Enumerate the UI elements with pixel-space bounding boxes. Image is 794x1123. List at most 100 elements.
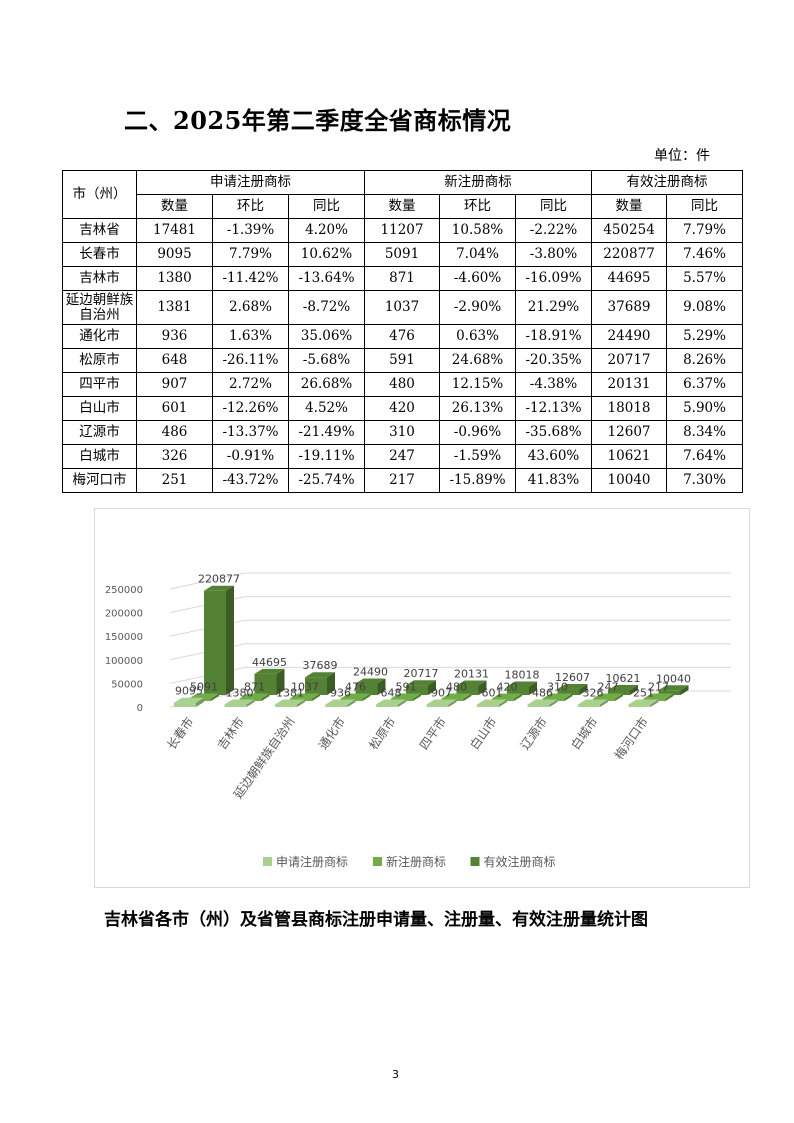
value-cell: -21.49% [289, 421, 365, 445]
bar-front [225, 705, 247, 708]
y-tick-label: 250000 [105, 585, 143, 596]
data-label: 24490 [353, 665, 388, 678]
value-cell: 26.68% [289, 373, 365, 397]
value-cell: 871 [365, 267, 440, 291]
value-cell: 9.08% [667, 291, 743, 325]
value-cell: 18018 [592, 397, 667, 421]
data-label: 251 [633, 687, 654, 700]
region-cell: 通化市 [63, 325, 137, 349]
bar-0 [629, 700, 659, 708]
y-tick-label: 200000 [105, 609, 143, 620]
region-cell: 吉林省 [63, 219, 137, 243]
value-cell: -3.80% [516, 243, 592, 267]
value-cell: 2.68% [213, 291, 289, 325]
category-label: 四平市 [416, 714, 449, 752]
value-cell: 12607 [592, 421, 667, 445]
value-cell: 9095 [137, 243, 213, 267]
bar-chart: 0500001000001500002000002500002208774469… [95, 509, 749, 887]
bar-front [578, 705, 600, 708]
value-cell: 486 [137, 421, 213, 445]
chart-frame: 0500001000001500002000002500002208774469… [94, 508, 750, 888]
value-cell: -11.42% [213, 267, 289, 291]
data-label: 907 [431, 687, 452, 700]
column-header: 环比 [213, 195, 289, 219]
value-cell: -1.59% [440, 445, 516, 469]
chart-caption: 吉林省各市（州）及省管县商标注册申请量、注册量、有效注册量统计图 [104, 905, 648, 930]
value-cell: 251 [137, 469, 213, 493]
value-cell: 2.72% [213, 373, 289, 397]
data-label: 9095 [175, 685, 203, 698]
value-cell: 247 [365, 445, 440, 469]
column-header: 同比 [289, 195, 365, 219]
value-cell: 220877 [592, 243, 667, 267]
value-cell: -26.11% [213, 349, 289, 373]
bar-0 [225, 700, 255, 708]
value-cell: 7.30% [667, 469, 743, 493]
section-title: 二、2025年第二季度全省商标情况 [124, 101, 511, 136]
data-label: 220877 [198, 573, 240, 586]
column-header: 同比 [667, 195, 743, 219]
y-tick-label: 50000 [111, 679, 143, 690]
value-cell: 10040 [592, 469, 667, 493]
column-header: 环比 [440, 195, 516, 219]
value-cell: 591 [365, 349, 440, 373]
region-cell: 松原市 [63, 349, 137, 373]
value-cell: 10621 [592, 445, 667, 469]
value-cell: 24.68% [440, 349, 516, 373]
value-cell: 326 [137, 445, 213, 469]
value-cell: -0.96% [440, 421, 516, 445]
unit-label: 单位：件 [654, 145, 710, 165]
value-cell: 17481 [137, 219, 213, 243]
bar-front [629, 705, 651, 708]
table-row: 白山市601-12.26%4.52%42026.13%-12.13%180185… [63, 397, 743, 421]
table-row: 白城市326-0.91%-19.11%247-1.59%43.60%106217… [63, 445, 743, 469]
value-cell: 5091 [365, 243, 440, 267]
value-cell: 12.15% [440, 373, 516, 397]
table-row: 长春市90957.79%10.62%50917.04%-3.80%2208777… [63, 243, 743, 267]
value-cell: 6.37% [667, 373, 743, 397]
value-cell: 8.26% [667, 349, 743, 373]
value-cell: 601 [137, 397, 213, 421]
legend-label: 有效注册商标 [484, 854, 556, 869]
value-cell: 26.13% [440, 397, 516, 421]
bar-side [226, 586, 234, 695]
data-label: 20717 [404, 667, 439, 680]
legend-swatch [471, 857, 480, 866]
region-cell: 梅河口市 [63, 469, 137, 493]
value-cell: 5.90% [667, 397, 743, 421]
data-label: 601 [482, 687, 503, 700]
column-header: 同比 [516, 195, 592, 219]
value-cell: -13.64% [289, 267, 365, 291]
value-cell: 7.04% [440, 243, 516, 267]
value-cell: -12.26% [213, 397, 289, 421]
bar-front [376, 705, 398, 708]
value-cell: 4.52% [289, 397, 365, 421]
table-row: 延边朝鲜族自治州13812.68%-8.72%1037-2.90%21.29%3… [63, 291, 743, 325]
value-cell: 10.62% [289, 243, 365, 267]
data-label: 326 [583, 687, 604, 700]
value-cell: -25.74% [289, 469, 365, 493]
y-tick-label: 150000 [105, 632, 143, 643]
value-cell: 476 [365, 325, 440, 349]
value-cell: -43.72% [213, 469, 289, 493]
column-header: 数量 [137, 195, 213, 219]
column-header: 数量 [365, 195, 440, 219]
bar-0 [376, 700, 406, 708]
value-cell: 7.46% [667, 243, 743, 267]
corner-header: 市（州） [63, 171, 137, 219]
data-label: 37689 [303, 659, 338, 672]
value-cell: 1.63% [213, 325, 289, 349]
bar-front [174, 703, 196, 707]
value-cell: -16.09% [516, 267, 592, 291]
table-subheader-row: 数量环比同比数量环比同比数量同比 [63, 195, 743, 219]
value-cell: 0.63% [440, 325, 516, 349]
table-header-row: 市（州）申请注册商标新注册商标有效注册商标 [63, 171, 743, 195]
table-row: 通化市9361.63%35.06%4760.63%-18.91%244905.2… [63, 325, 743, 349]
value-cell: 37689 [592, 291, 667, 325]
bar-0 [275, 700, 305, 708]
bar-0 [528, 700, 558, 708]
value-cell: -4.38% [516, 373, 592, 397]
bar-front [528, 705, 550, 708]
value-cell: 8.34% [667, 421, 743, 445]
bar-0 [477, 700, 507, 708]
